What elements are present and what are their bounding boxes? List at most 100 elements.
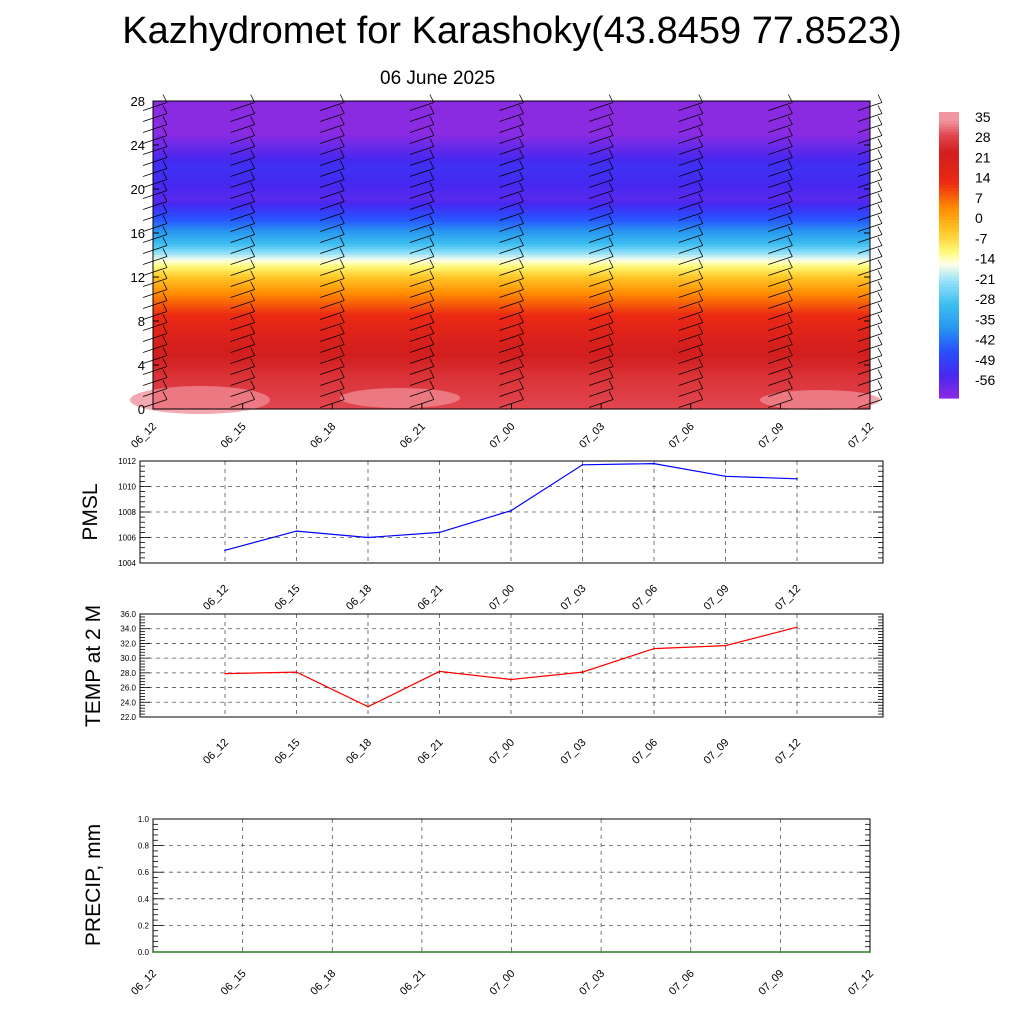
wind-barb-staff	[678, 190, 703, 199]
wind-barb-staff	[230, 333, 255, 342]
wind-barb	[499, 226, 524, 243]
heatmap-band	[153, 334, 870, 339]
y-tick-label: 0.0	[138, 948, 150, 957]
heatmap-band	[153, 282, 870, 286]
colorbar-swatch	[939, 292, 959, 297]
colorbar-swatch	[939, 325, 959, 329]
wind-barb-flag	[250, 149, 255, 158]
wind-barb	[142, 116, 168, 133]
wind-barb-flag	[608, 336, 614, 345]
heatmap-band	[153, 175, 870, 179]
colorbar-swatch	[939, 199, 959, 204]
wind-barb-staff	[142, 135, 168, 144]
colorbar-swatch	[939, 211, 959, 215]
wind-barb	[230, 116, 255, 133]
wind-barb-staff	[409, 124, 435, 133]
y-tick-label: 0.6	[138, 868, 150, 877]
wind-barb	[678, 116, 704, 133]
heatmap-band	[153, 125, 870, 130]
heatmap-band	[153, 321, 870, 325]
heatmap-band	[153, 189, 870, 193]
wind-barb	[142, 105, 168, 122]
heatmap-band	[153, 299, 870, 303]
heatmap-band	[153, 376, 870, 380]
wind-barb-staff	[588, 223, 614, 232]
wind-barb	[320, 259, 345, 276]
wind-barb-flag	[788, 116, 793, 125]
wind-barb	[588, 248, 614, 265]
data-point	[241, 951, 244, 953]
wind-barb	[142, 281, 168, 298]
wind-barb-flag	[877, 127, 883, 136]
wind-barb-flag	[429, 193, 435, 202]
wind-barb-flag	[250, 369, 255, 378]
wind-barb-flag	[698, 105, 704, 114]
wind-barb	[678, 160, 704, 177]
wind-barb-staff	[678, 157, 703, 166]
wind-barb-staff	[768, 289, 793, 298]
wind-barb-flag	[877, 138, 883, 147]
wind-barb-flag	[429, 336, 435, 345]
wind-barb	[588, 358, 614, 375]
colorbar-swatch	[939, 167, 959, 171]
wind-barb-flag	[429, 226, 435, 235]
heatmap-band	[153, 202, 870, 207]
colorbar-swatch	[939, 182, 959, 186]
heatmap-band	[153, 106, 870, 110]
wind-barb-staff	[409, 333, 435, 342]
wind-barb-staff	[588, 245, 614, 254]
wind-barb-staff	[678, 267, 703, 276]
wind-barb	[588, 325, 614, 342]
wind-barb	[588, 127, 614, 144]
wind-barb-staff	[230, 124, 255, 133]
colorbar-swatch	[939, 112, 959, 116]
heatmap-warm-core	[340, 388, 460, 408]
wind-barb-staff	[768, 124, 793, 133]
wind-barb	[678, 171, 704, 188]
heatmap-band	[153, 378, 870, 383]
heatmap-band	[153, 246, 870, 251]
wind-barb	[768, 369, 793, 386]
y-tick-label: 28	[131, 94, 145, 109]
wind-barb-staff	[142, 366, 168, 375]
wind-barb-flag	[339, 270, 345, 279]
heatmap-band	[153, 340, 870, 344]
wind-barb-flag	[250, 193, 255, 202]
y-tick-label: 28.0	[120, 669, 136, 678]
wind-barb	[320, 105, 345, 122]
wind-barb-flag	[162, 171, 168, 180]
wind-barb-flag	[162, 193, 168, 202]
wind-barb	[230, 358, 255, 375]
wind-barb-flag	[162, 358, 168, 367]
heatmap-band	[153, 301, 870, 306]
wind-barb-flag	[429, 204, 435, 213]
wind-barb	[768, 347, 793, 364]
wind-barb-flag	[429, 292, 435, 301]
colorbar-swatch	[939, 190, 959, 195]
colorbar-swatch	[939, 374, 959, 379]
heatmap-band	[153, 167, 870, 171]
colorbar-swatch	[939, 222, 959, 227]
data-point	[421, 951, 423, 953]
wind-barb-flag	[519, 248, 524, 257]
wind-barb-staff	[142, 355, 168, 364]
colorbar-swatch	[939, 269, 959, 274]
heatmap-band	[153, 354, 870, 358]
wind-barb-flag	[877, 171, 883, 180]
y-axis-title: PRECIP, mm	[82, 824, 105, 946]
wind-barb-flag	[162, 149, 168, 158]
wind-barb-staff	[499, 179, 524, 188]
wind-barb	[142, 303, 168, 320]
wind-barb-flag	[608, 369, 614, 378]
wind-barb-flag	[162, 380, 168, 389]
wind-barb-staff	[142, 256, 168, 265]
colorbar-swatch	[939, 392, 959, 396]
wind-barb-flag	[519, 325, 524, 334]
heatmap-band	[153, 213, 870, 218]
wind-barb-flag	[877, 215, 883, 224]
heatmap-band	[153, 117, 870, 121]
data-point	[367, 705, 369, 708]
wind-barb	[230, 149, 255, 166]
wind-barb-staff	[768, 388, 793, 397]
x-tick-label: 07_12	[846, 968, 876, 998]
